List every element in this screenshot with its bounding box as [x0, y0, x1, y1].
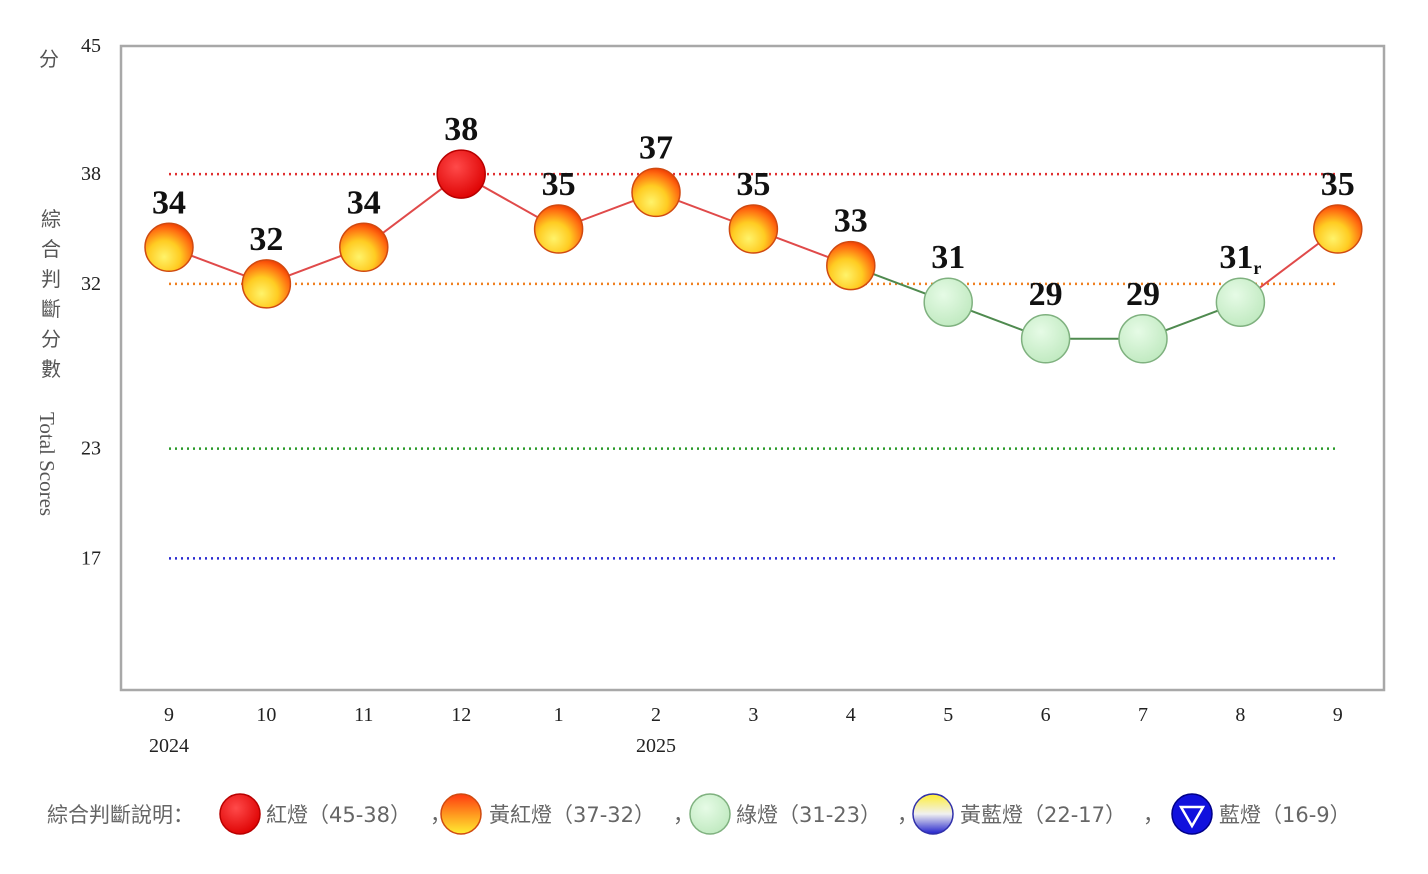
data-label: 32 — [249, 221, 283, 258]
legend-title: 綜合判斷說明： — [47, 803, 194, 827]
marker-red-point — [437, 150, 485, 198]
legend-green-signal-icon — [690, 794, 730, 834]
y-axis-label-en: Total Scores — [35, 412, 59, 516]
y-axis-label-char: 綜 — [41, 207, 61, 231]
marker-green-point — [924, 278, 972, 326]
x-tick-label: 2 — [651, 704, 661, 726]
data-label: 29 — [1029, 276, 1063, 313]
x-year-label: 2025 — [636, 735, 676, 757]
marker-yellow-red-point — [1314, 205, 1362, 253]
data-label: 35 — [736, 166, 770, 203]
x-tick-label: 6 — [1041, 704, 1051, 726]
legend-item-label: 綠燈（31-23） — [736, 803, 881, 827]
x-tick-label: 7 — [1138, 704, 1148, 726]
x-tick-label: 10 — [256, 704, 276, 726]
marker-green-point — [1022, 315, 1070, 363]
legend: 綜合判斷說明：紅燈（45-38），黃紅燈（37-32），綠燈（31-23），黃藍… — [47, 794, 1351, 834]
y-tick-label: 17 — [81, 547, 101, 569]
data-label: 38 — [444, 111, 478, 148]
x-tick-label: 3 — [748, 704, 758, 726]
legend-yellow-blue-signal-icon — [913, 794, 953, 834]
x-tick-label: 12 — [451, 704, 471, 726]
legend-item-label: 紅燈（45-38） — [266, 803, 411, 827]
data-label: 34 — [347, 184, 381, 221]
marker-yellow-red-point — [242, 260, 290, 308]
x-tick-label: 9 — [1333, 704, 1343, 726]
y-tick-label: 45 — [81, 35, 101, 57]
marker-yellow-red-point — [827, 242, 875, 290]
y-unit-label: 分 — [39, 47, 59, 71]
x-tick-label: 1 — [554, 704, 564, 726]
legend-item-label: 藍燈（16-9） — [1219, 803, 1351, 827]
y-axis-label-char: 分 — [41, 327, 61, 351]
legend-item-label: 黃紅燈（37-32） — [489, 803, 655, 827]
x-year-label: 2024 — [149, 735, 189, 757]
data-label: 35 — [1321, 166, 1355, 203]
data-label: 33 — [834, 203, 868, 240]
x-tick-label: 4 — [846, 704, 856, 726]
legend-item-label: 黃藍燈（22-17） — [960, 803, 1126, 827]
y-ticks: 45 38 32 23 17 — [81, 35, 101, 569]
revised-marker: r — [1253, 258, 1261, 278]
y-tick-label: 38 — [81, 163, 101, 185]
x-tick-label: 5 — [943, 704, 953, 726]
data-label: 34 — [152, 184, 186, 221]
marker-green-point — [1119, 315, 1167, 363]
legend-red-signal-icon — [220, 794, 260, 834]
marker-yellow-red-point — [535, 205, 583, 253]
marker-yellow-red-point — [729, 205, 777, 253]
marker-yellow-red-point — [340, 223, 388, 271]
x-tick-label: 11 — [354, 704, 373, 726]
data-label: 29 — [1126, 276, 1160, 313]
legend-separator: ， — [1143, 803, 1164, 827]
y-tick-label: 32 — [81, 273, 101, 295]
y-axis-label-char: 斷 — [41, 297, 61, 321]
marker-yellow-red-point — [145, 223, 193, 271]
x-tick-label: 9 — [164, 704, 174, 726]
plot-frame — [121, 46, 1384, 690]
y-tick-label: 23 — [81, 438, 101, 460]
data-label: 37 — [639, 129, 673, 166]
data-label: 31 — [931, 239, 965, 276]
x-tick-label: 8 — [1235, 704, 1245, 726]
y-axis-label-char: 合 — [41, 237, 61, 261]
marker-yellow-red-point — [632, 168, 680, 216]
legend-yellow-red-signal-icon — [441, 794, 481, 834]
marker-green-point — [1216, 278, 1264, 326]
data-label: 35 — [542, 166, 576, 203]
y-axis-label-char: 數 — [41, 357, 61, 381]
y-axis-label-char: 判 — [41, 267, 61, 291]
